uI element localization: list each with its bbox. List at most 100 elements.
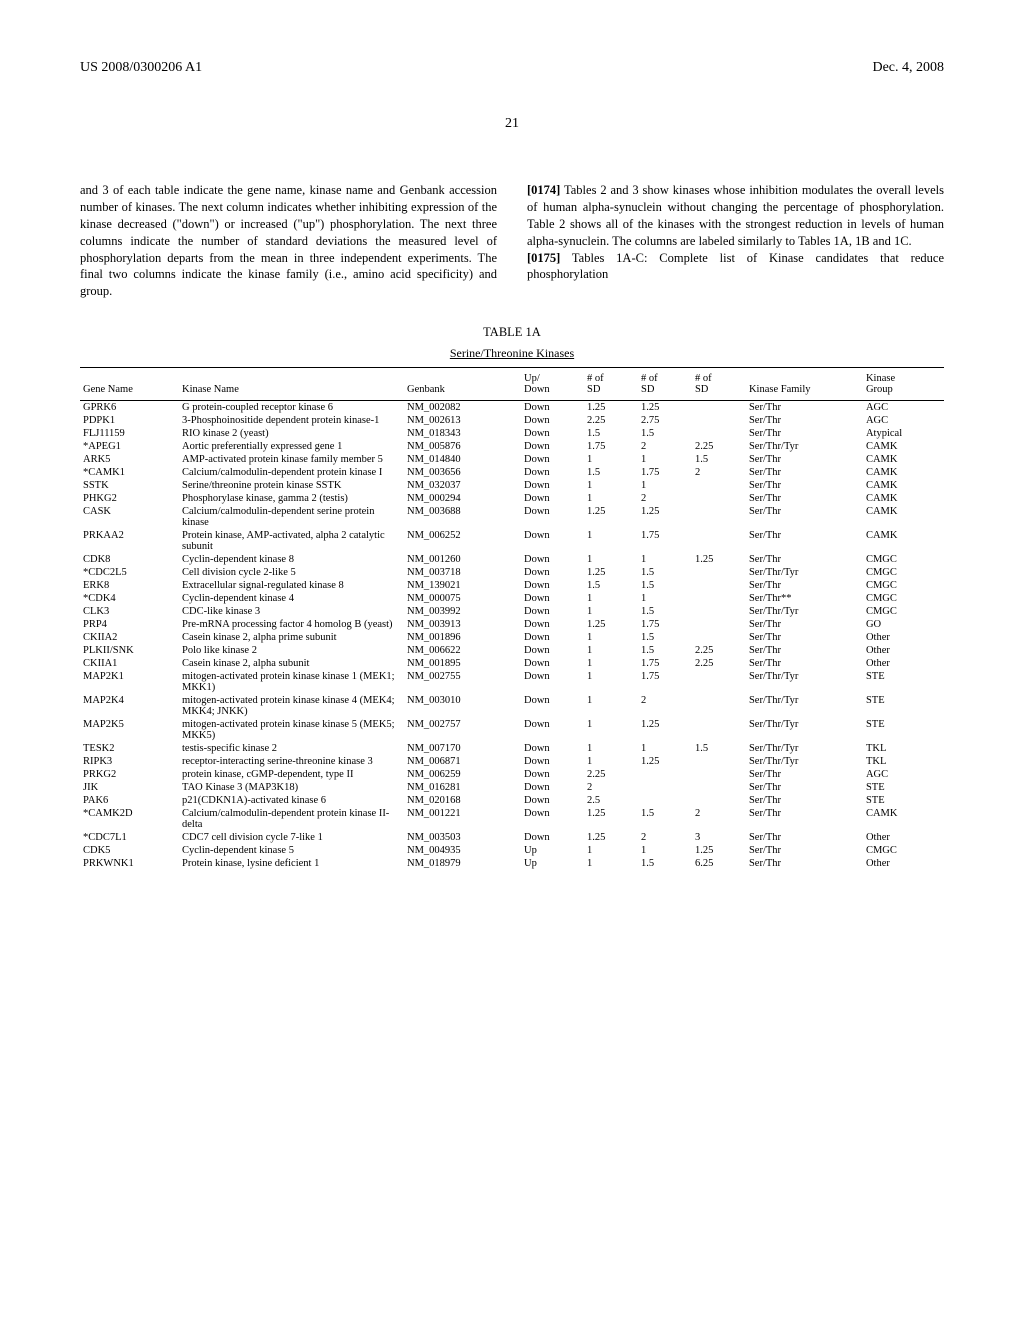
cell-genbank: NM_003913 bbox=[404, 618, 521, 631]
table-row: *CAMK2DCalcium/calmodulin-dependent prot… bbox=[80, 807, 944, 831]
cell-group: STE bbox=[863, 670, 944, 694]
cell-kinase: mitogen-activated protein kinase kinase … bbox=[179, 718, 404, 742]
cell-sd3 bbox=[692, 670, 746, 694]
cell-genbank: NM_006252 bbox=[404, 529, 521, 553]
cell-family: Ser/Thr bbox=[746, 768, 863, 781]
cell-family: Ser/Thr bbox=[746, 466, 863, 479]
cell-sd2: 2 bbox=[638, 440, 692, 453]
cell-sd3 bbox=[692, 566, 746, 579]
cell-updown: Down bbox=[521, 492, 584, 505]
cell-family: Ser/Thr bbox=[746, 427, 863, 440]
table-row: JIKTAO Kinase 3 (MAP3K18)NM_016281Down2S… bbox=[80, 781, 944, 794]
cell-sd3 bbox=[692, 694, 746, 718]
cell-sd2: 1.25 bbox=[638, 505, 692, 529]
cell-gene: ARK5 bbox=[80, 453, 179, 466]
cell-gene: PRKAA2 bbox=[80, 529, 179, 553]
cell-kinase: CDC7 cell division cycle 7-like 1 bbox=[179, 831, 404, 844]
cell-sd3 bbox=[692, 479, 746, 492]
cell-genbank: NM_001895 bbox=[404, 657, 521, 670]
cell-family: Ser/Thr/Tyr bbox=[746, 755, 863, 768]
cell-sd3: 2 bbox=[692, 466, 746, 479]
cell-sd3 bbox=[692, 401, 746, 415]
cell-sd3 bbox=[692, 781, 746, 794]
cell-family: Ser/Thr bbox=[746, 644, 863, 657]
cell-gene: PHKG2 bbox=[80, 492, 179, 505]
cell-sd3 bbox=[692, 618, 746, 631]
cell-updown: Down bbox=[521, 427, 584, 440]
cell-genbank: NM_001896 bbox=[404, 631, 521, 644]
cell-sd2: 1.5 bbox=[638, 605, 692, 618]
cell-sd3 bbox=[692, 718, 746, 742]
paragraph-text: Tables 1A-C: Complete list of Kinase can… bbox=[527, 251, 944, 282]
col-kinase-family: Kinase Family bbox=[746, 368, 863, 401]
cell-sd2: 1.5 bbox=[638, 857, 692, 870]
cell-group: Atypical bbox=[863, 427, 944, 440]
cell-sd1: 1 bbox=[584, 479, 638, 492]
cell-genbank: NM_005876 bbox=[404, 440, 521, 453]
cell-sd3 bbox=[692, 768, 746, 781]
table-row: PRKWNK1Protein kinase, lysine deficient … bbox=[80, 857, 944, 870]
table-row: MAP2K1mitogen-activated protein kinase k… bbox=[80, 670, 944, 694]
cell-gene: PAK6 bbox=[80, 794, 179, 807]
cell-updown: Down bbox=[521, 768, 584, 781]
cell-updown: Down bbox=[521, 505, 584, 529]
cell-family: Ser/Thr bbox=[746, 401, 863, 415]
cell-kinase: Phosphorylase kinase, gamma 2 (testis) bbox=[179, 492, 404, 505]
cell-updown: Down bbox=[521, 644, 584, 657]
cell-sd2: 1 bbox=[638, 592, 692, 605]
cell-family: Ser/Thr bbox=[746, 529, 863, 553]
cell-gene: PRP4 bbox=[80, 618, 179, 631]
cell-sd1: 1 bbox=[584, 453, 638, 466]
cell-gene: TESK2 bbox=[80, 742, 179, 755]
table-body: GPRK6G protein-coupled receptor kinase 6… bbox=[80, 401, 944, 871]
table-subtitle: Serine/Threonine Kinases bbox=[80, 346, 944, 361]
cell-sd3 bbox=[692, 579, 746, 592]
cell-sd3: 1.5 bbox=[692, 742, 746, 755]
cell-updown: Down bbox=[521, 794, 584, 807]
cell-genbank: NM_002755 bbox=[404, 670, 521, 694]
cell-gene: RIPK3 bbox=[80, 755, 179, 768]
table-row: *APEG1Aortic preferentially expressed ge… bbox=[80, 440, 944, 453]
cell-kinase: TAO Kinase 3 (MAP3K18) bbox=[179, 781, 404, 794]
cell-kinase: Cell division cycle 2-like 5 bbox=[179, 566, 404, 579]
cell-sd1: 1 bbox=[584, 492, 638, 505]
paragraph-number: [0174] bbox=[527, 183, 560, 197]
cell-family: Ser/Thr bbox=[746, 505, 863, 529]
cell-updown: Down bbox=[521, 657, 584, 670]
left-paragraph: and 3 of each table indicate the gene na… bbox=[80, 183, 497, 298]
cell-sd1: 1.5 bbox=[584, 466, 638, 479]
cell-family: Ser/Thr bbox=[746, 781, 863, 794]
cell-sd1: 2 bbox=[584, 781, 638, 794]
cell-sd2: 1.25 bbox=[638, 755, 692, 768]
table-row: PRKG2protein kinase, cGMP-dependent, typ… bbox=[80, 768, 944, 781]
cell-gene: MAP2K5 bbox=[80, 718, 179, 742]
cell-group: Other bbox=[863, 831, 944, 844]
cell-updown: Down bbox=[521, 553, 584, 566]
cell-kinase: p21(CDKN1A)-activated kinase 6 bbox=[179, 794, 404, 807]
kinase-table: Gene Name Kinase Name Genbank Up/Down # … bbox=[80, 367, 944, 870]
cell-sd1: 1.25 bbox=[584, 807, 638, 831]
cell-sd2: 1.75 bbox=[638, 670, 692, 694]
paragraph-0175: [0175] Tables 1A-C: Complete list of Kin… bbox=[527, 250, 944, 284]
cell-genbank: NM_001260 bbox=[404, 553, 521, 566]
cell-updown: Down bbox=[521, 831, 584, 844]
cell-genbank: NM_018979 bbox=[404, 857, 521, 870]
cell-group: AGC bbox=[863, 414, 944, 427]
cell-group: CAMK bbox=[863, 492, 944, 505]
cell-sd2 bbox=[638, 794, 692, 807]
cell-kinase: mitogen-activated protein kinase kinase … bbox=[179, 670, 404, 694]
cell-kinase: Casein kinase 2, alpha prime subunit bbox=[179, 631, 404, 644]
col-kinase-name: Kinase Name bbox=[179, 368, 404, 401]
cell-updown: Down bbox=[521, 401, 584, 415]
cell-sd3 bbox=[692, 755, 746, 768]
cell-genbank: NM_002757 bbox=[404, 718, 521, 742]
cell-family: Ser/Thr bbox=[746, 579, 863, 592]
table-row: *CDC2L5Cell division cycle 2-like 5NM_00… bbox=[80, 566, 944, 579]
cell-sd1: 2.25 bbox=[584, 414, 638, 427]
cell-sd1: 1 bbox=[584, 644, 638, 657]
cell-group: Other bbox=[863, 631, 944, 644]
cell-kinase: Polo like kinase 2 bbox=[179, 644, 404, 657]
cell-updown: Down bbox=[521, 670, 584, 694]
cell-updown: Down bbox=[521, 618, 584, 631]
cell-genbank: NM_003688 bbox=[404, 505, 521, 529]
